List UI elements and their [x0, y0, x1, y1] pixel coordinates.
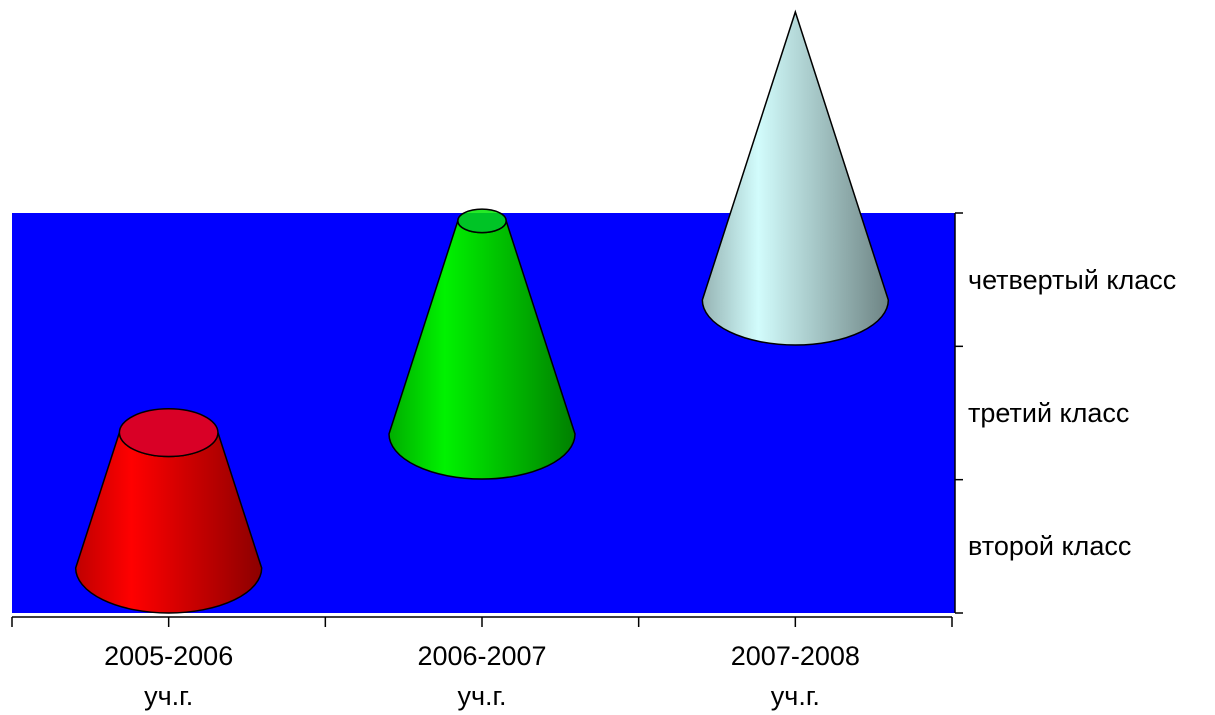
x-tick-label: 2007-2008 уч.г.	[730, 641, 860, 711]
cone	[701, 9, 890, 346]
x-tick-label: 2005-2006 уч.г.	[104, 641, 234, 711]
depth-label: второй класс	[968, 531, 1132, 562]
depth-label: четвертый класс	[968, 264, 1177, 295]
cone-top	[118, 408, 219, 458]
cone-top	[457, 208, 507, 234]
x-tick-label: 2006-2007 уч.г.	[417, 641, 547, 711]
depth-label: третий класс	[968, 398, 1130, 428]
